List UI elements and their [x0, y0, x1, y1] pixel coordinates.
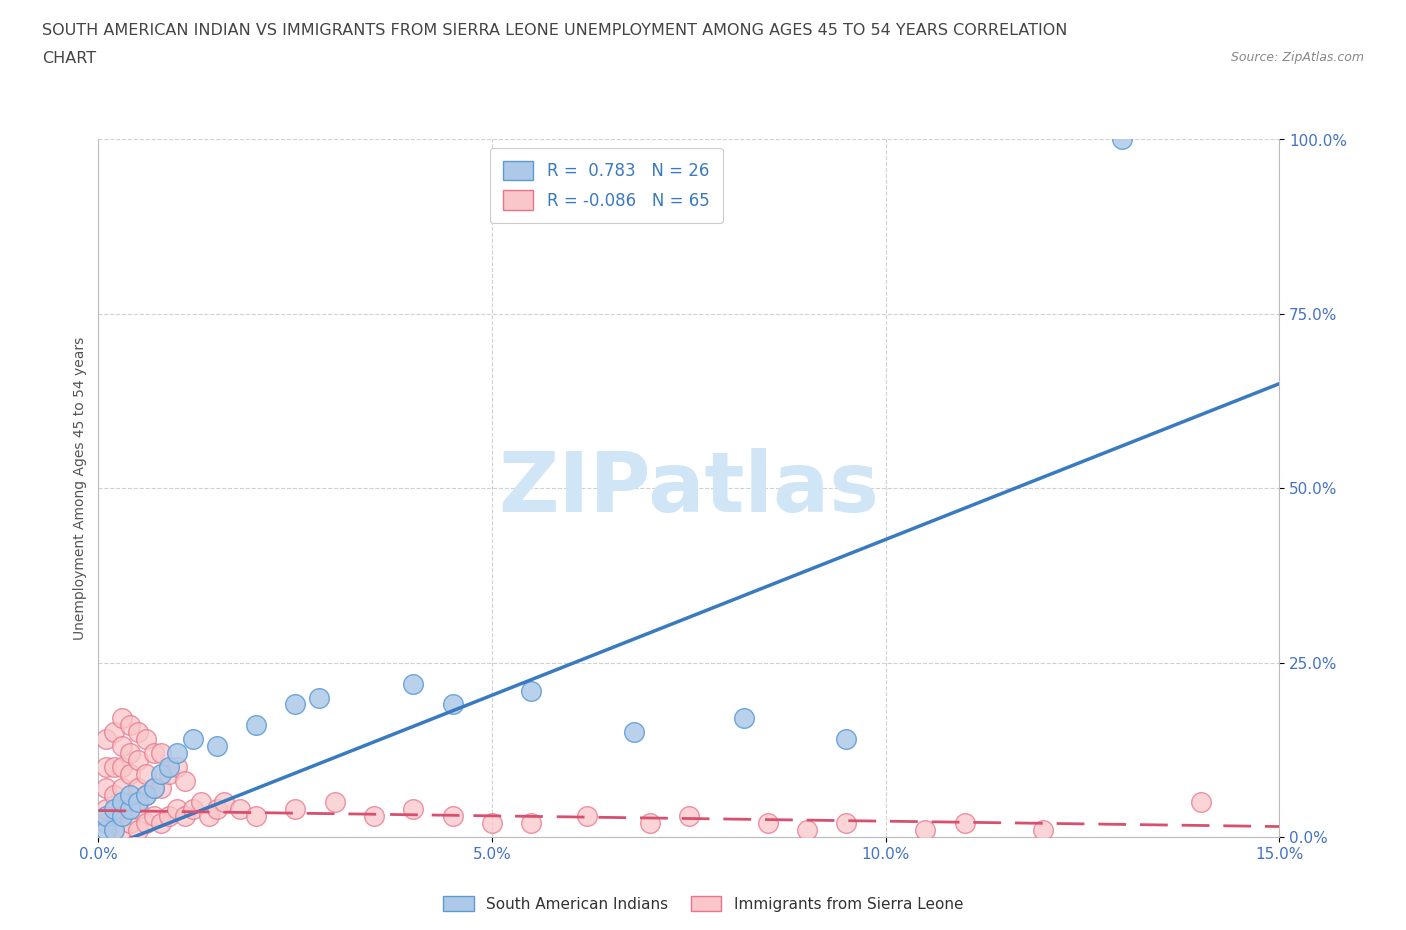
- Point: [111, 711, 134, 725]
- Point: [284, 802, 307, 817]
- Point: [103, 788, 125, 803]
- Y-axis label: Unemployment Among Ages 45 to 54 years: Unemployment Among Ages 45 to 54 years: [73, 337, 87, 640]
- Point: [308, 690, 330, 705]
- Point: [953, 816, 976, 830]
- Point: [111, 809, 134, 824]
- Text: CHART: CHART: [42, 51, 96, 66]
- Point: [118, 766, 141, 781]
- Point: [166, 802, 188, 817]
- Point: [914, 823, 936, 837]
- Point: [118, 746, 141, 761]
- Point: [1111, 132, 1133, 147]
- Point: [796, 823, 818, 837]
- Point: [96, 809, 118, 824]
- Point: [96, 823, 118, 837]
- Point: [111, 738, 134, 753]
- Point: [135, 766, 157, 781]
- Point: [111, 802, 134, 817]
- Point: [96, 816, 118, 830]
- Point: [441, 698, 464, 712]
- Point: [135, 732, 157, 747]
- Point: [150, 781, 173, 796]
- Point: [118, 788, 141, 803]
- Point: [135, 788, 157, 803]
- Point: [142, 781, 165, 796]
- Point: [127, 753, 149, 768]
- Point: [103, 725, 125, 740]
- Point: [245, 718, 267, 733]
- Point: [835, 732, 858, 747]
- Point: [229, 802, 252, 817]
- Point: [135, 788, 157, 803]
- Point: [96, 781, 118, 796]
- Point: [103, 823, 125, 837]
- Text: Source: ZipAtlas.com: Source: ZipAtlas.com: [1230, 51, 1364, 64]
- Point: [135, 816, 157, 830]
- Point: [127, 781, 149, 796]
- Point: [481, 816, 503, 830]
- Point: [214, 794, 236, 809]
- Point: [441, 809, 464, 824]
- Legend: South American Indians, Immigrants from Sierra Leone: South American Indians, Immigrants from …: [437, 889, 969, 918]
- Point: [127, 725, 149, 740]
- Point: [1189, 794, 1212, 809]
- Point: [363, 809, 385, 824]
- Point: [575, 809, 598, 824]
- Point: [96, 732, 118, 747]
- Point: [150, 766, 173, 781]
- Point: [323, 794, 346, 809]
- Point: [245, 809, 267, 824]
- Point: [733, 711, 755, 725]
- Point: [157, 760, 180, 775]
- Point: [150, 746, 173, 761]
- Point: [205, 802, 228, 817]
- Point: [118, 718, 141, 733]
- Point: [166, 746, 188, 761]
- Point: [402, 676, 425, 691]
- Point: [623, 725, 645, 740]
- Point: [127, 794, 149, 809]
- Point: [127, 823, 149, 837]
- Point: [205, 738, 228, 753]
- Point: [96, 760, 118, 775]
- Point: [756, 816, 779, 830]
- Point: [190, 794, 212, 809]
- Point: [103, 816, 125, 830]
- Point: [103, 802, 125, 817]
- Point: [157, 809, 180, 824]
- Point: [402, 802, 425, 817]
- Legend: R =  0.783   N = 26, R = -0.086   N = 65: R = 0.783 N = 26, R = -0.086 N = 65: [489, 148, 723, 223]
- Point: [111, 760, 134, 775]
- Point: [142, 809, 165, 824]
- Text: SOUTH AMERICAN INDIAN VS IMMIGRANTS FROM SIERRA LEONE UNEMPLOYMENT AMONG AGES 45: SOUTH AMERICAN INDIAN VS IMMIGRANTS FROM…: [42, 23, 1067, 38]
- Point: [150, 816, 173, 830]
- Point: [638, 816, 661, 830]
- Point: [181, 802, 204, 817]
- Point: [520, 683, 543, 698]
- Point: [284, 698, 307, 712]
- Point: [174, 809, 197, 824]
- Point: [103, 760, 125, 775]
- Point: [1032, 823, 1054, 837]
- Text: ZIPatlas: ZIPatlas: [499, 447, 879, 529]
- Point: [678, 809, 700, 824]
- Point: [96, 802, 118, 817]
- Point: [111, 794, 134, 809]
- Point: [142, 781, 165, 796]
- Point: [174, 774, 197, 789]
- Point: [197, 809, 219, 824]
- Point: [127, 802, 149, 817]
- Point: [111, 781, 134, 796]
- Point: [142, 746, 165, 761]
- Point: [835, 816, 858, 830]
- Point: [118, 794, 141, 809]
- Point: [111, 823, 134, 837]
- Point: [181, 732, 204, 747]
- Point: [157, 766, 180, 781]
- Point: [166, 760, 188, 775]
- Point: [118, 802, 141, 817]
- Point: [118, 816, 141, 830]
- Point: [520, 816, 543, 830]
